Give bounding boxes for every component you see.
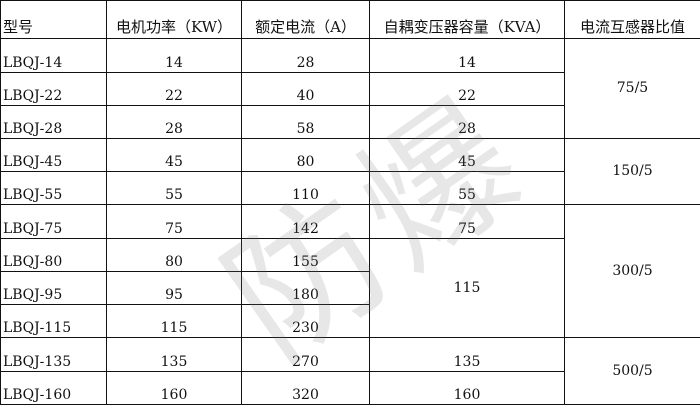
ratio-cell: 75/5 (564, 38, 700, 139)
header-model: 型号 (0, 0, 107, 40)
power-cell: 28 (106, 104, 242, 139)
header-kva: 自耦变压器容量（KVA） (369, 0, 565, 40)
power-cell: 95 (106, 270, 242, 306)
power-cell: 75 (106, 204, 242, 239)
current-cell: 270 (241, 337, 370, 372)
table-row: LBQJ-135 135 270 135 500/5 (0, 337, 700, 405)
current-cell: 320 (241, 370, 370, 405)
power-cell: 55 (106, 171, 242, 206)
kva-cell: 75 (369, 204, 565, 239)
current-cell: 230 (241, 304, 370, 339)
table-row: LBQJ-28 28 58 28 (0, 104, 700, 139)
table-row: LBQJ-14 14 28 14 75/5 (0, 38, 700, 139)
current-cell: 28 (241, 38, 370, 73)
model-cell: LBQJ-28 (0, 104, 107, 139)
power-cell: 115 (106, 304, 242, 339)
ratio-cell: 500/5 (564, 337, 700, 405)
power-cell: 45 (106, 137, 242, 173)
current-cell: 110 (241, 171, 370, 206)
current-cell: 180 (241, 270, 370, 306)
power-cell: 80 (106, 237, 242, 272)
current-cell: 142 (241, 204, 370, 239)
model-cell: LBQJ-95 (0, 270, 107, 306)
table-row: LBQJ-115 115 230 (0, 304, 700, 339)
current-cell: 80 (241, 137, 370, 173)
power-cell: 135 (106, 337, 242, 372)
table-row: LBQJ-55 55 110 55 (0, 171, 700, 206)
model-cell: LBQJ-45 (0, 137, 107, 173)
model-cell: LBQJ-160 (0, 370, 107, 405)
model-cell: LBQJ-14 (0, 38, 107, 73)
current-cell: 40 (241, 71, 370, 106)
header-current: 额定电流（A） (241, 0, 370, 40)
power-cell: 160 (106, 370, 242, 405)
current-cell: 58 (241, 104, 370, 139)
kva-cell: 22 (369, 71, 565, 106)
model-cell: LBQJ-115 (0, 304, 107, 339)
table-row: LBQJ-160 160 320 160 (0, 370, 700, 405)
kva-cell: 45 (369, 137, 565, 173)
kva-cell: 28 (369, 104, 565, 139)
kva-cell: 14 (369, 38, 565, 73)
kva-cell: 115 (369, 237, 565, 339)
table-row: LBQJ-75 75 142 75 300/5 (0, 204, 700, 339)
header-row: 型号 电机功率（KW） 额定电流（A） 自耦变压器容量（KVA） 电流互感器比值 (0, 0, 700, 40)
model-cell: LBQJ-135 (0, 337, 107, 372)
table-row: LBQJ-45 45 80 45 150/5 (0, 137, 700, 206)
ratio-cell: 300/5 (564, 204, 700, 339)
model-cell: LBQJ-55 (0, 171, 107, 206)
table-row: LBQJ-22 22 40 22 (0, 71, 700, 106)
header-power: 电机功率（KW） (106, 0, 242, 40)
table-row: LBQJ-95 95 180 (0, 270, 700, 306)
kva-cell: 135 (369, 337, 565, 372)
kva-cell: 160 (369, 370, 565, 405)
power-cell: 22 (106, 71, 242, 106)
model-cell: LBQJ-22 (0, 71, 107, 106)
model-cell: LBQJ-75 (0, 204, 107, 239)
kva-cell: 55 (369, 171, 565, 206)
current-cell: 155 (241, 237, 370, 272)
model-cell: LBQJ-80 (0, 237, 107, 272)
power-cell: 14 (106, 38, 242, 73)
ratio-cell: 150/5 (564, 137, 700, 206)
table-row: LBQJ-80 80 155 115 (0, 237, 700, 339)
header-ratio: 电流互感器比值 (564, 0, 700, 40)
